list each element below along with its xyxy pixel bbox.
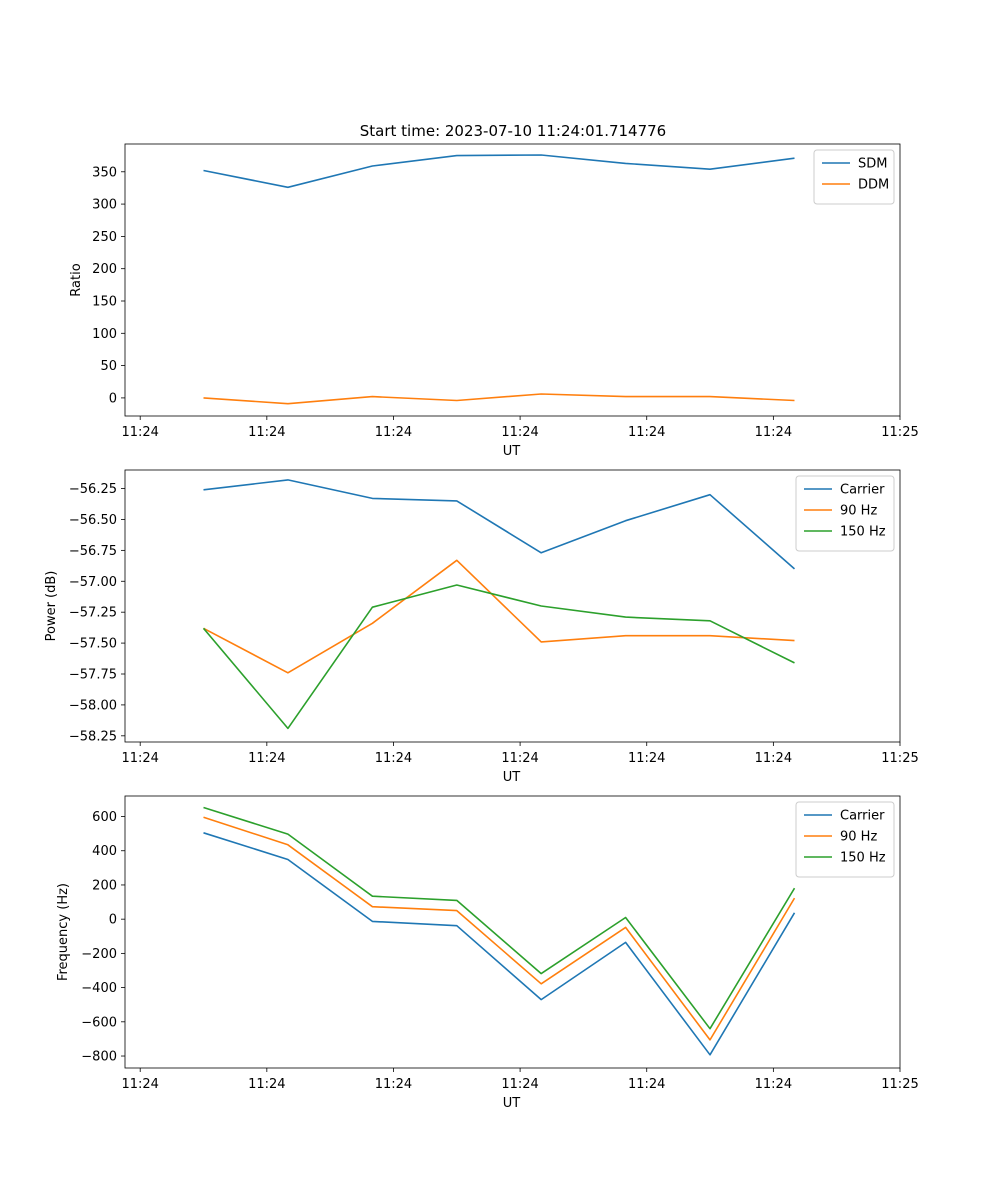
y-tick-label: 50	[100, 359, 117, 374]
legend-label: 150 Hz	[840, 525, 886, 540]
axes-frame	[124, 795, 901, 1069]
legend: Carrier 90 Hz 150 Hz	[795, 801, 895, 878]
x-tick-label: 11:24	[375, 1077, 412, 1092]
y-tick-label: 300	[92, 198, 117, 213]
y-tick-label: −56.50	[69, 513, 117, 528]
series-line-ddm	[203, 393, 795, 405]
figure-title: Start time: 2023-07-10 11:24:01.714776	[360, 122, 666, 140]
legend-label: Carrier	[840, 809, 885, 824]
x-tick-label: 11:24	[248, 1077, 285, 1092]
x-tick-label: 11:24	[121, 1077, 158, 1092]
y-tick-label: −400	[81, 981, 117, 996]
y-axis-label: Ratio	[69, 263, 84, 296]
chart-2: 11:24 11:24 11:24 11:24 11:24 11:24 11:25 −58.2…	[44, 469, 919, 785]
x-tick-label: 11:25	[881, 751, 918, 766]
y-tick-label: −800	[81, 1050, 117, 1065]
y-tick-label: −58.25	[69, 729, 117, 744]
x-tick-label: 11:24	[755, 751, 792, 766]
x-tick-label: 11:24	[628, 751, 665, 766]
y-tick-label: 200	[92, 878, 117, 893]
series-line-150-hz	[202, 584, 795, 730]
x-axis-label: UT	[503, 770, 521, 785]
y-axis-label: Power (dB)	[44, 571, 59, 642]
legend-label: Carrier	[840, 483, 885, 498]
y-tick-label: −58.00	[69, 698, 117, 713]
x-axis-label: UT	[503, 444, 521, 459]
y-tick-label: −57.50	[69, 637, 117, 652]
y-tick-label: 400	[92, 844, 117, 859]
legend-label: 90 Hz	[840, 504, 877, 519]
legend: Carrier 90 Hz 150 Hz	[795, 475, 895, 552]
y-tick-label: 200	[92, 262, 117, 277]
y-tick-label: 0	[109, 391, 117, 406]
y-tick-label: −56.75	[69, 544, 117, 559]
y-tick-label: 350	[92, 165, 117, 180]
x-tick-label: 11:24	[755, 425, 792, 440]
x-tick-label: 11:24	[755, 1077, 792, 1092]
y-tick-label: 250	[92, 230, 117, 245]
x-tick-label: 11:25	[881, 425, 918, 440]
y-tick-label: 0	[109, 913, 117, 928]
chart-1: 11:24 11:24 11:24 11:24 11:24 11:24 11:25 0 50 10…	[69, 143, 919, 459]
y-tick-label: −57.25	[69, 606, 117, 621]
legend-box	[795, 475, 895, 552]
y-tick-label: −600	[81, 1015, 117, 1030]
y-tick-label: −57.75	[69, 668, 117, 683]
x-tick-label: 11:25	[881, 1077, 918, 1092]
series-line-carrier	[203, 479, 796, 570]
x-tick-label: 11:24	[628, 1077, 665, 1092]
x-tick-label: 11:24	[375, 425, 412, 440]
series-line-sdm	[203, 154, 795, 189]
legend-label: 90 Hz	[840, 830, 877, 845]
axes-frame	[124, 469, 901, 743]
y-tick-label: −56.25	[69, 482, 117, 497]
series-line-90-hz	[203, 559, 795, 674]
legend-label: DDM	[858, 178, 889, 193]
x-tick-label: 11:24	[121, 751, 158, 766]
axes-frame	[124, 143, 901, 417]
x-tick-label: 11:24	[628, 425, 665, 440]
y-tick-label: 600	[92, 810, 117, 825]
legend-box	[795, 801, 895, 878]
x-tick-label: 11:24	[501, 1077, 538, 1092]
legend: SDM DDM	[813, 149, 895, 205]
series-line-carrier	[203, 832, 796, 1056]
legend-label: 150 Hz	[840, 851, 886, 866]
x-tick-label: 11:24	[501, 751, 538, 766]
y-tick-label: 150	[92, 294, 117, 309]
y-tick-label: −57.00	[69, 575, 117, 590]
y-tick-label: 100	[92, 327, 117, 342]
series-line-90-hz	[203, 816, 796, 1041]
y-axis-label: Frequency (Hz)	[56, 883, 71, 981]
x-tick-label: 11:24	[501, 425, 538, 440]
chart-3: 11:24 11:24 11:24 11:24 11:24 11:24 11:25 −800 −…	[56, 795, 919, 1111]
x-tick-label: 11:24	[375, 751, 412, 766]
y-tick-label: −200	[81, 947, 117, 962]
x-tick-label: 11:24	[121, 425, 158, 440]
series-line-150-hz	[203, 806, 796, 1030]
x-axis-label: UT	[503, 1096, 521, 1111]
legend-label: SDM	[858, 157, 887, 172]
x-tick-label: 11:24	[248, 751, 285, 766]
x-tick-label: 11:24	[248, 425, 285, 440]
